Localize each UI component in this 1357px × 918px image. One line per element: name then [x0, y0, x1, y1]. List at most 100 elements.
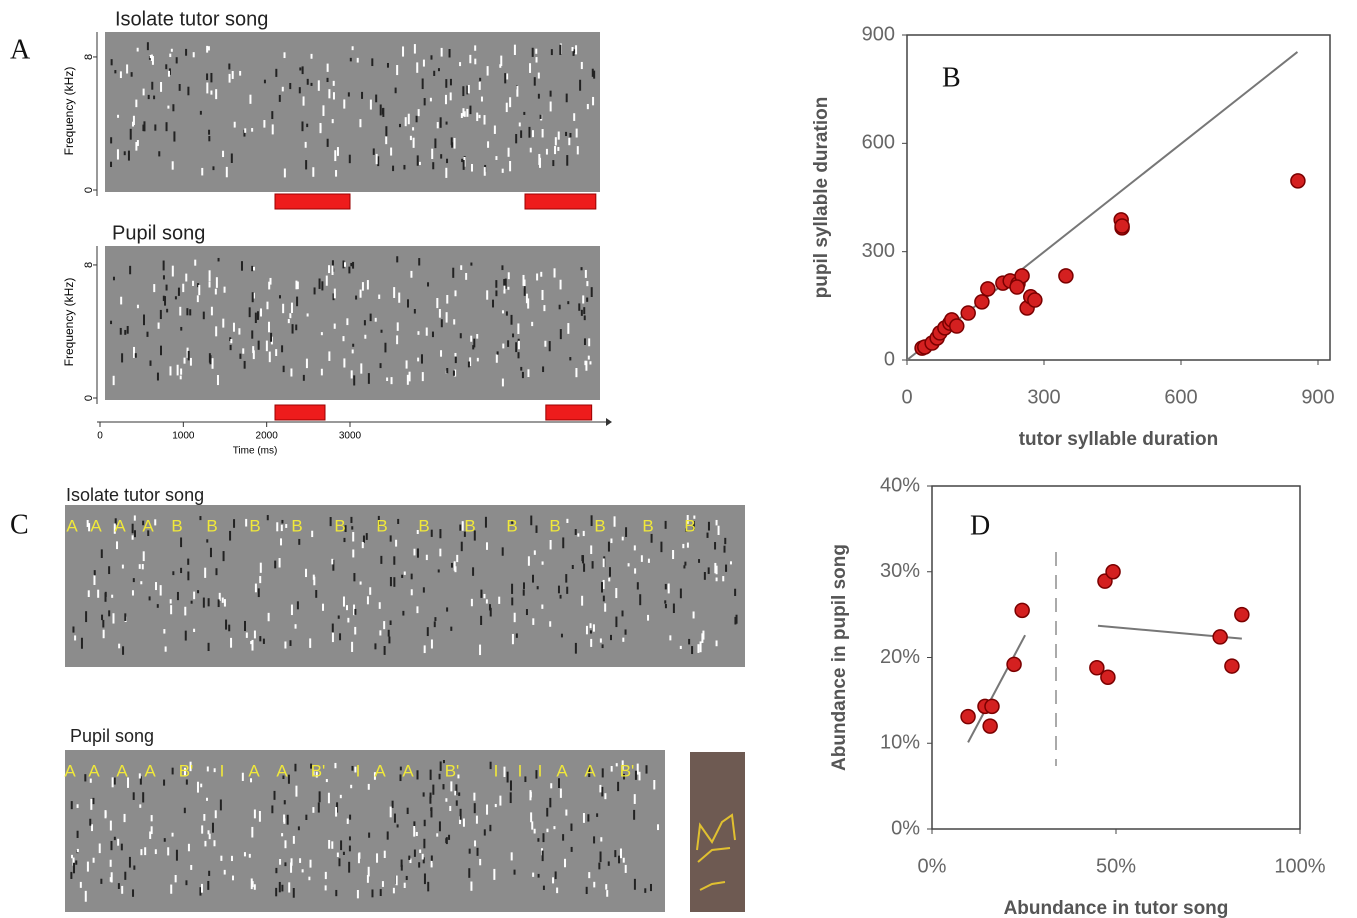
spectro-streak [240, 261, 243, 271]
spectro-streak [623, 773, 626, 780]
spectro-streak [268, 351, 271, 363]
spectro-streak [407, 299, 410, 308]
x-tick-label: 0 [97, 431, 103, 442]
spectro-streak [582, 530, 585, 537]
spectro-streak [271, 805, 274, 814]
spectro-streak [701, 633, 704, 643]
spectro-streak [650, 533, 653, 543]
spectro-streak [251, 128, 254, 132]
spectro-streak [120, 843, 123, 851]
spectro-streak [442, 760, 445, 764]
spectro-streak [163, 629, 166, 634]
spectro-streak [506, 771, 509, 783]
spectro-streak [284, 862, 287, 867]
spectro-streak [109, 859, 112, 867]
spectro-streak [688, 638, 691, 645]
spectro-streak [331, 265, 334, 275]
data-point [1105, 564, 1121, 580]
spectro-streak [462, 108, 465, 117]
spectro-streak [402, 46, 405, 57]
spectro-streak [287, 319, 290, 324]
spectro-streak [93, 574, 96, 585]
spectro-streak [296, 281, 299, 290]
spectro-streak [598, 862, 601, 870]
spectro-streak [112, 613, 115, 624]
spectro-streak [440, 350, 443, 357]
spectro-streak [599, 784, 602, 793]
spectro-streak [531, 821, 534, 830]
spectro-streak [649, 883, 652, 892]
spectro-streak [289, 640, 292, 646]
spectro-streak [531, 47, 534, 57]
spectro-streak [509, 161, 512, 172]
spectro-streak [535, 525, 538, 533]
spectro-streak [368, 832, 371, 838]
spectro-streak [621, 536, 624, 541]
spectro-streak [478, 81, 481, 90]
spectro-streak [315, 589, 318, 598]
spectro-streak [79, 881, 82, 888]
spectro-streak [535, 770, 538, 779]
spectro-streak [571, 47, 574, 52]
spectro-streak [185, 48, 188, 56]
spectro-streak [585, 360, 588, 371]
spectro-streak [133, 865, 136, 870]
spectro-streak [132, 792, 135, 800]
spectro-streak [315, 771, 318, 778]
syllable-label: A [402, 761, 414, 780]
spectro-streak [473, 530, 476, 541]
spectro-streak [529, 790, 532, 801]
spectro-streak [86, 520, 89, 527]
spectro-streak [196, 781, 199, 793]
spectro-streak [383, 621, 386, 630]
spectro-streak [571, 564, 574, 569]
spectro-streak [415, 831, 418, 836]
spectro-streak [184, 606, 187, 616]
spectro-streak [371, 889, 374, 898]
spectro-streak [215, 568, 218, 576]
spectro-streak [336, 147, 339, 156]
spectro-streak [417, 109, 420, 117]
spectro-streak [499, 64, 502, 68]
spectro-streak [223, 286, 226, 293]
spectro-streak [384, 342, 387, 353]
data-point [1100, 669, 1116, 685]
spectro-streak [378, 602, 381, 609]
spectro-streak [601, 768, 604, 778]
spectro-streak [357, 853, 360, 864]
spectro-streak [717, 525, 720, 535]
spectro-streak [147, 530, 150, 536]
syllable-label: B [464, 516, 475, 535]
spectro-streak [439, 761, 442, 771]
spectro-streak [170, 884, 173, 894]
spectro-streak [332, 92, 335, 100]
spectro-streak [439, 548, 442, 557]
spectro-streak [352, 261, 355, 269]
spectro-streak [331, 841, 334, 849]
spectro-streak [423, 645, 426, 654]
spectro-streak [312, 167, 315, 177]
spectro-streak [601, 644, 604, 649]
spectro-streak [259, 636, 262, 642]
spectro-streak [229, 530, 232, 541]
spectro-streak [387, 629, 390, 637]
spectro-streak [473, 792, 476, 801]
spectro-streak [503, 285, 506, 294]
spectro-streak [274, 560, 277, 569]
spectro-streak [541, 561, 544, 565]
spectro-streak [393, 813, 396, 823]
spectro-streak [76, 848, 79, 853]
syllable-label: A [584, 761, 596, 780]
spectro-streak [305, 160, 308, 170]
spectro-streak [343, 537, 346, 543]
spectro-streak [454, 352, 457, 357]
spectro-streak [488, 604, 491, 611]
spectro-streak [243, 129, 246, 137]
spectro-streak [222, 318, 225, 328]
spectro-streak [84, 774, 87, 782]
spectro-streak [283, 52, 286, 59]
spectro-streak [353, 604, 356, 616]
data-point [1224, 658, 1240, 674]
spectro-streak [342, 851, 345, 856]
spectro-streak [430, 529, 433, 537]
